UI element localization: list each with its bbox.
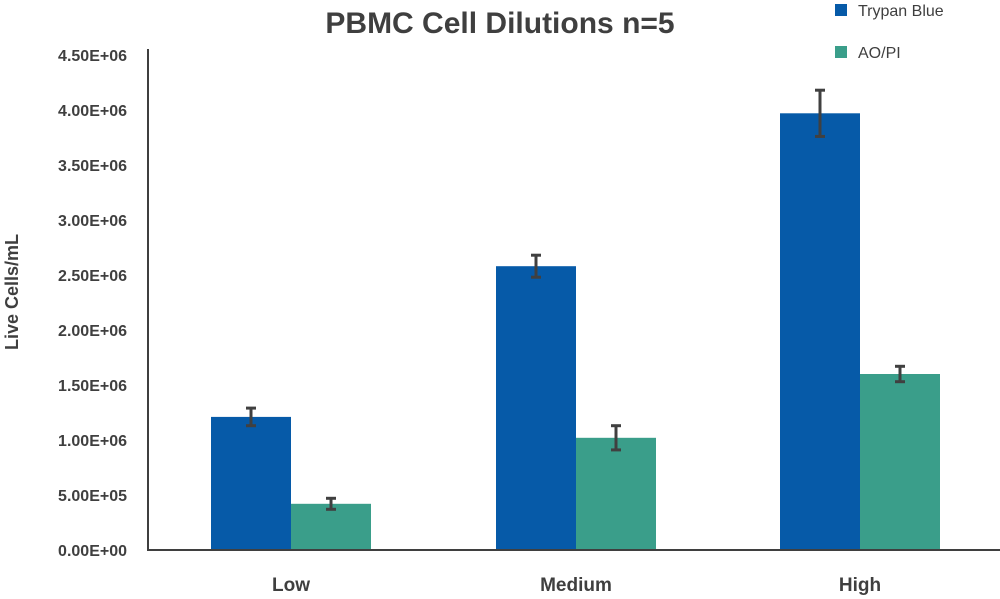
y-tick-label: 0.00E+00 [58, 543, 127, 560]
y-tick-label: 1.00E+06 [58, 433, 127, 450]
y-axis-ticks: 0.00E+00 5.00E+05 1.00E+06 1.50E+06 2.00E+06… [58, 48, 127, 560]
y-tick-label: 4.00E+06 [58, 103, 127, 120]
axes [147, 49, 1000, 551]
y-tick-label: 3.00E+06 [58, 213, 127, 230]
legend-label-trypan-blue: Trypan Blue [858, 3, 944, 20]
y-axis-label: Live Cells/mL [2, 234, 22, 350]
x-axis-labels: Low Medium High [272, 575, 881, 596]
bar-ao-pi-medium [576, 437, 656, 550]
x-tick-label-high: High [839, 575, 881, 596]
y-tick-label: 1.50E+06 [58, 378, 127, 395]
y-tick-label: 3.50E+06 [58, 158, 127, 175]
bar-ao-pi-high [860, 374, 940, 550]
y-tick-label: 4.50E+06 [58, 48, 127, 65]
legend-swatch-ao-pi [835, 46, 847, 58]
legend-label-ao-pi: AO/PI [858, 45, 901, 62]
x-tick-label-medium: Medium [540, 575, 612, 596]
y-tick-label: 2.50E+06 [58, 268, 127, 285]
legend-swatch-trypan-blue [835, 4, 847, 16]
x-tick-label-low: Low [272, 575, 310, 596]
bar-trypan-blue-high [780, 113, 860, 551]
bars [211, 113, 940, 551]
bar-trypan-blue-low [211, 416, 291, 550]
legend: Trypan Blue AO/PI [835, 3, 944, 62]
y-tick-label: 5.00E+05 [58, 488, 127, 505]
bar-trypan-blue-medium [496, 266, 576, 550]
chart-title: PBMC Cell Dilutions n=5 [325, 7, 674, 40]
y-tick-label: 2.00E+06 [58, 323, 127, 340]
bar-ao-pi-low [291, 503, 371, 550]
error-bars [246, 88, 905, 511]
